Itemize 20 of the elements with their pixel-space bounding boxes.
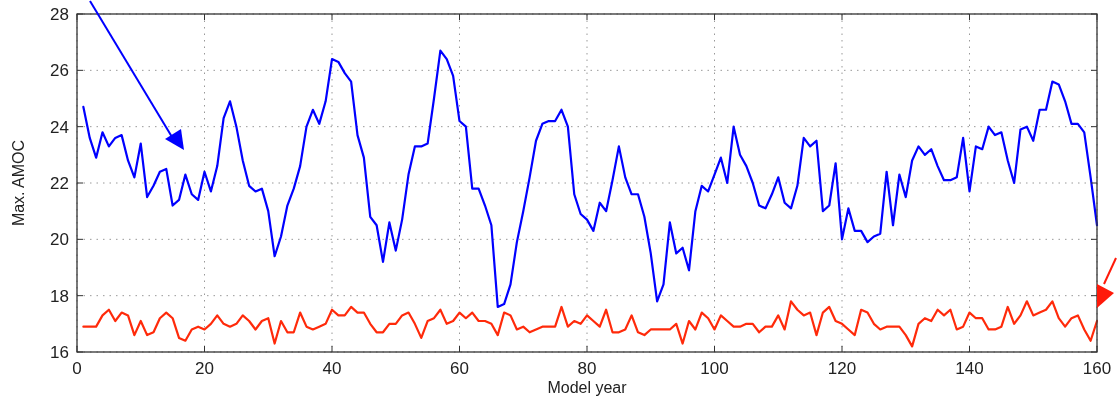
x-tick-label: 100 (700, 359, 729, 378)
y-tick-label: 28 (50, 5, 69, 24)
x-tick-label: 140 (955, 359, 984, 378)
x-tick-label: 40 (322, 359, 342, 378)
line-series (82, 49, 1099, 309)
x-tick-label: 0 (72, 359, 82, 378)
y-tick-label: 22 (50, 174, 69, 193)
x-tick-label: 120 (827, 359, 857, 378)
line-series (82, 300, 1099, 348)
x-tick-label: 20 (195, 359, 214, 378)
x-tick-label: 80 (577, 359, 597, 378)
y-axis-title: Max. AMOC (10, 139, 27, 227)
x-tick-label: 60 (450, 359, 469, 378)
x-tick-label: 160 (1082, 359, 1112, 378)
y-tick-label: 18 (50, 286, 69, 306)
y-tick-label: 26 (50, 61, 69, 81)
y-tick-label: 24 (50, 117, 69, 137)
y-tick-label: 20 (50, 230, 69, 250)
x-axis-title: Model year (547, 379, 628, 396)
y-tick-label: 16 (50, 343, 69, 362)
